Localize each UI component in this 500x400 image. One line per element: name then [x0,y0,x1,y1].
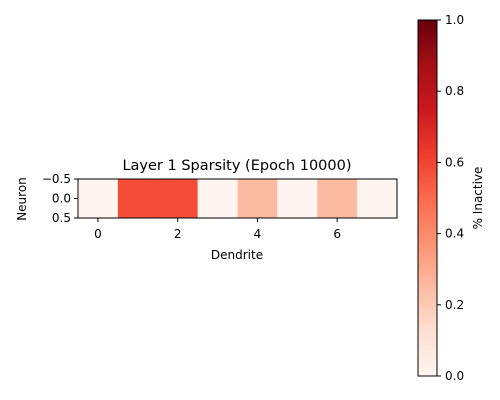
colorbar-tick-label: 1.0 [445,13,464,27]
colorbar [417,19,438,377]
x-tick-label: 6 [333,227,341,241]
colorbar-tick-label: 0.2 [445,298,464,312]
heatmap-cell [277,179,318,218]
y-tick-label: 0.5 [52,211,71,225]
colorbar-label: % Inactive [471,167,485,230]
heatmap-cell [357,179,398,218]
x-axis-ticks: 0 2 4 6 [94,218,341,241]
heatmap-cells [78,179,398,218]
colorbar-tick-label: 0.6 [445,155,464,169]
y-axis-ticks: −0.5 0.0 0.5 [42,172,78,225]
x-axis-label: Dendrite [211,248,263,262]
colorbar-tick-label: 0.4 [445,227,464,241]
heatmap-cell [78,179,119,218]
x-tick-label: 2 [174,227,182,241]
colorbar-tick-label: 0.0 [445,369,464,383]
colorbar-tick-label: 0.8 [445,84,464,98]
y-tick-label: −0.5 [42,172,71,186]
heatmap-cell [197,179,238,218]
heatmap-cell [157,179,198,218]
heatmap-cell [317,179,358,218]
colorbar-ticks: 0.0 0.2 0.4 0.6 0.8 1.0 [437,13,464,383]
x-tick-label: 4 [254,227,262,241]
y-tick-label: 0.0 [52,192,71,206]
y-axis-label: Neuron [15,177,29,221]
x-tick-label: 0 [94,227,102,241]
chart-title: Layer 1 Sparsity (Epoch 10000) [122,158,351,174]
heatmap-cell [237,179,278,218]
heatmap-cell [117,179,159,218]
